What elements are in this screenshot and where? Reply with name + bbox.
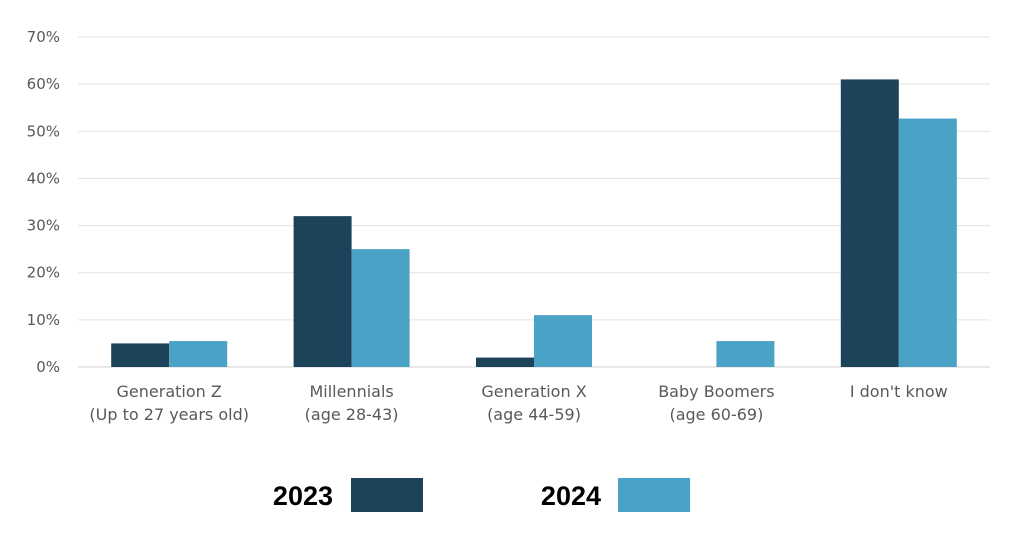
y-tick-label: 20% [27,264,60,282]
x-category-label: Generation Z (Up to 27 years old) [89,382,249,424]
legend-label: 2024 [541,481,601,511]
y-tick-label: 10% [27,311,60,329]
bar-2024 [351,249,410,367]
y-tick-label: 40% [27,169,60,187]
bar-2024 [898,118,957,367]
bar-2023 [840,79,899,367]
legend: 2023 2024 [273,478,690,512]
y-tick-label: 30% [27,217,60,235]
legend-swatch [618,478,690,512]
bar-2023 [476,357,534,367]
y-tick-label: 60% [27,75,60,93]
bar-2023 [293,216,352,367]
y-axis-ticks: 0% 10% 20% 30% 40% 50% 60% 70% [27,28,60,376]
bar-2023 [111,343,170,367]
x-category-label: Millennials (age 28-43) [305,382,399,424]
bar-2024 [534,315,592,367]
bar-2024 [716,341,775,367]
y-tick-label: 70% [27,28,60,46]
x-axis-categories: Generation Z (Up to 27 years old) Millenni… [89,382,947,424]
legend-swatch [351,478,423,512]
y-tick-label: 0% [36,358,60,376]
x-category-label: Generation X (age 44-59) [481,382,586,424]
bars [111,79,957,367]
y-tick-label: 50% [27,122,60,140]
x-category-label: I don't know [850,382,948,401]
legend-label: 2023 [273,481,333,511]
x-category-label: Baby Boomers (age 60-69) [658,382,774,424]
bar-2024 [169,341,228,367]
gridlines [78,36,990,368]
